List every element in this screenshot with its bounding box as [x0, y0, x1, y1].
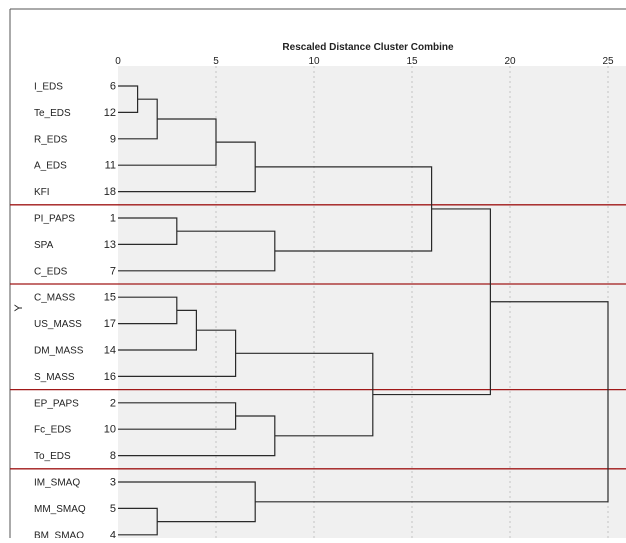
leaf-id: 18 — [104, 186, 116, 198]
leaf-id: 4 — [110, 529, 116, 538]
x-tick-label: 10 — [308, 56, 320, 67]
leaf-label: BM_SMAQ — [34, 530, 84, 538]
leaf-id: 15 — [104, 292, 116, 304]
group-separators — [10, 204, 626, 470]
x-tick-label: 15 — [406, 56, 418, 67]
leaf-id: 17 — [104, 318, 116, 330]
leaf-label: C_EDS — [34, 266, 68, 277]
x-tick-label: 5 — [213, 56, 219, 67]
leaf-id: 14 — [104, 345, 116, 357]
leaf-id: 12 — [104, 107, 116, 119]
leaf-label: SPA — [34, 240, 54, 251]
leaf-id: 10 — [104, 424, 116, 436]
leaf-id: 1 — [110, 213, 116, 225]
leaf-label: C_MASS — [34, 293, 75, 304]
leaf-id: 13 — [104, 239, 116, 251]
leaf-id: 7 — [110, 265, 116, 277]
leaf-id: 16 — [104, 371, 116, 383]
leaf-label: To_EDS — [34, 451, 71, 462]
leaf-label: PI_PAPS — [34, 214, 75, 225]
leaf-label: KFI — [34, 187, 50, 198]
leaf-id: 5 — [110, 503, 116, 515]
leaf-id: 6 — [110, 81, 116, 93]
leaf-label: EP_PAPS — [34, 398, 79, 409]
leaf-label: I_EDS — [34, 82, 63, 93]
x-tick-label: 25 — [602, 56, 614, 67]
leaf-label: IM_SMAQ — [34, 478, 80, 489]
x-tick-label: 0 — [115, 56, 121, 67]
x-axis-ticks: 0 5 10 15 20 25 — [115, 56, 614, 67]
leaf-id: 11 — [105, 160, 116, 172]
leaf-label: Te_EDS — [34, 108, 71, 119]
leaf-label: MM_SMAQ — [34, 504, 86, 515]
dendrogram-links — [118, 85, 609, 536]
chart-title: Rescaled Distance Cluster Combine — [282, 42, 454, 53]
leaf-label: A_EDS — [34, 161, 67, 172]
y-axis-label: Y — [13, 304, 25, 312]
leaf-label: R_EDS — [34, 134, 68, 145]
leaf-label: Fc_EDS — [34, 425, 72, 436]
leaf-id: 8 — [110, 450, 116, 462]
leaf-label: DM_MASS — [34, 346, 84, 357]
x-tick-label: 20 — [504, 56, 516, 67]
dendrogram-link — [255, 301, 609, 503]
leaf-id: 9 — [110, 133, 116, 145]
leaf-id: 3 — [110, 477, 116, 489]
leaf-label: S_MASS — [34, 372, 75, 383]
leaf-id: 2 — [110, 397, 116, 409]
leaf-label: US_MASS — [34, 319, 82, 330]
